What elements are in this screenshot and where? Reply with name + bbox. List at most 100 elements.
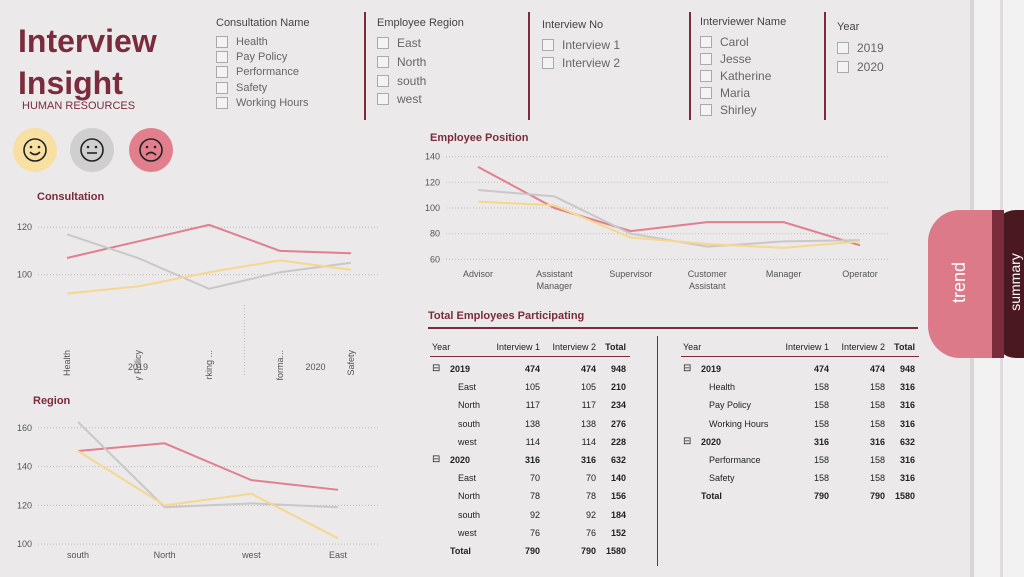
collapse-icon[interactable]: ⊟: [683, 435, 692, 447]
neutral-face-button[interactable]: [70, 128, 114, 172]
cell-value: 632: [610, 455, 626, 465]
checkbox[interactable]: [700, 103, 712, 116]
cell-value: 138: [524, 418, 540, 429]
tab-trend[interactable]: trend: [928, 210, 992, 358]
checkbox[interactable]: [700, 69, 712, 82]
collapse-icon[interactable]: ⊟: [432, 454, 441, 465]
slicer-region: Employee Region East North south west: [367, 12, 530, 120]
checkbox[interactable]: [377, 74, 389, 87]
slicer-option[interactable]: Interview 1: [542, 36, 689, 54]
x-tick-label: Assistant: [689, 281, 726, 291]
checkbox[interactable]: [837, 41, 849, 54]
slicer-option[interactable]: Shirley: [700, 101, 824, 118]
table-row: North 117 117 234: [430, 396, 630, 414]
x-tick-label: Health: [62, 350, 72, 376]
slicer-option[interactable]: Carol: [700, 33, 824, 50]
cell-value: 790: [524, 546, 540, 556]
column-header[interactable]: Total: [894, 342, 915, 352]
x-tick-label: Safety: [346, 350, 356, 376]
report-subtitle: HUMAN RESOURCES: [22, 100, 136, 112]
sad-face-button[interactable]: [129, 128, 173, 172]
x-tick-label: west: [241, 550, 261, 560]
column-header[interactable]: Interview 1: [785, 342, 829, 352]
table-row: Health 158 158 316: [681, 378, 919, 396]
checkbox[interactable]: [542, 57, 554, 69]
group-row: 2019 474 474 948 ⊟: [430, 360, 630, 378]
slicer-option[interactable]: Maria: [700, 84, 824, 101]
slicer-option-label: Carol: [720, 34, 749, 49]
checkbox[interactable]: [216, 66, 228, 79]
checkbox[interactable]: [700, 86, 712, 99]
series-line-yellow: [66, 259, 352, 295]
slicer-option[interactable]: Performance: [216, 65, 364, 80]
x-tick-label: Advisor: [463, 269, 493, 279]
slicer-option[interactable]: west: [377, 90, 528, 109]
column-header[interactable]: Interview 1: [496, 342, 540, 352]
slicer-option[interactable]: Pay Policy: [216, 49, 364, 64]
consultation-chart-title: Consultation: [37, 191, 105, 203]
x-tick-label: North: [154, 550, 176, 560]
column-header[interactable]: Interview 2: [552, 342, 596, 352]
checkbox[interactable]: [700, 52, 712, 65]
slicer-option[interactable]: Working Hours: [216, 95, 364, 110]
table-row: North 78 78 156: [430, 487, 630, 505]
row-label: 2020: [701, 436, 722, 447]
slicer-option-label: Health: [236, 35, 268, 48]
cell-value: 234: [610, 400, 626, 411]
cell-value: 158: [869, 400, 885, 411]
checkbox[interactable]: [216, 50, 228, 63]
row-label: 2020: [450, 455, 471, 465]
slicer-title: Interview No: [542, 19, 604, 31]
slicer-option[interactable]: Jesse: [700, 50, 824, 67]
checkbox[interactable]: [216, 35, 228, 48]
slicer-option[interactable]: 2019: [837, 38, 927, 57]
happy-face-button[interactable]: [13, 128, 57, 172]
cell-value: 158: [869, 473, 885, 484]
y-tick-label: 140: [17, 462, 32, 472]
cell-value: 316: [899, 418, 915, 429]
smile-icon: [23, 138, 47, 162]
cell-value: 316: [899, 400, 915, 411]
cell-value: 316: [580, 455, 596, 465]
slicer-option[interactable]: Health: [216, 34, 364, 49]
checkbox[interactable]: [216, 96, 228, 109]
slicer-option[interactable]: 2020: [837, 57, 927, 76]
slicer-option[interactable]: Katherine: [700, 67, 824, 84]
slicer-option-label: 2019: [857, 40, 884, 55]
cell-value: 114: [525, 436, 540, 447]
x-tick-label: south: [67, 550, 89, 560]
checkbox[interactable]: [377, 93, 389, 106]
slicer-option[interactable]: East: [377, 34, 528, 53]
series-line-pink: [477, 165, 861, 247]
cell-value: 316: [899, 455, 915, 465]
series-line-pink: [66, 223, 352, 259]
collapse-icon[interactable]: ⊟: [432, 363, 441, 374]
y-tick-label: 120: [17, 500, 32, 510]
slicer-option[interactable]: Safety: [216, 80, 364, 95]
checkbox[interactable]: [837, 60, 849, 73]
collapse-icon[interactable]: ⊟: [683, 363, 692, 374]
cell-value: 276: [610, 418, 626, 429]
slicer-option[interactable]: Interview 2: [542, 54, 689, 72]
cell-value: 1580: [894, 491, 915, 502]
slicer-option[interactable]: south: [377, 71, 528, 90]
x-tick-label: Assistant: [536, 269, 573, 279]
checkbox[interactable]: [700, 35, 712, 48]
checkbox[interactable]: [542, 39, 554, 51]
table-row: Working Hours 158 158 316: [681, 415, 919, 433]
slicer-option-label: 2020: [857, 59, 884, 74]
cell-value: 78: [585, 491, 596, 502]
checkbox[interactable]: [216, 81, 228, 94]
cell-value: 70: [529, 473, 540, 484]
checkbox[interactable]: [377, 56, 389, 69]
checkbox[interactable]: [377, 37, 389, 50]
slicer-option-label: Performance: [236, 66, 299, 79]
column-header[interactable]: Interview 2: [841, 342, 885, 352]
column-header[interactable]: Total: [605, 342, 626, 352]
x-group-label: 2020: [305, 362, 325, 372]
slicer-option-label: Maria: [720, 85, 751, 100]
slicer-option[interactable]: North: [377, 53, 528, 72]
x-tick-label: Operator: [842, 269, 878, 279]
slicer-option-label: East: [397, 36, 422, 51]
cell-value: 228: [610, 436, 626, 447]
